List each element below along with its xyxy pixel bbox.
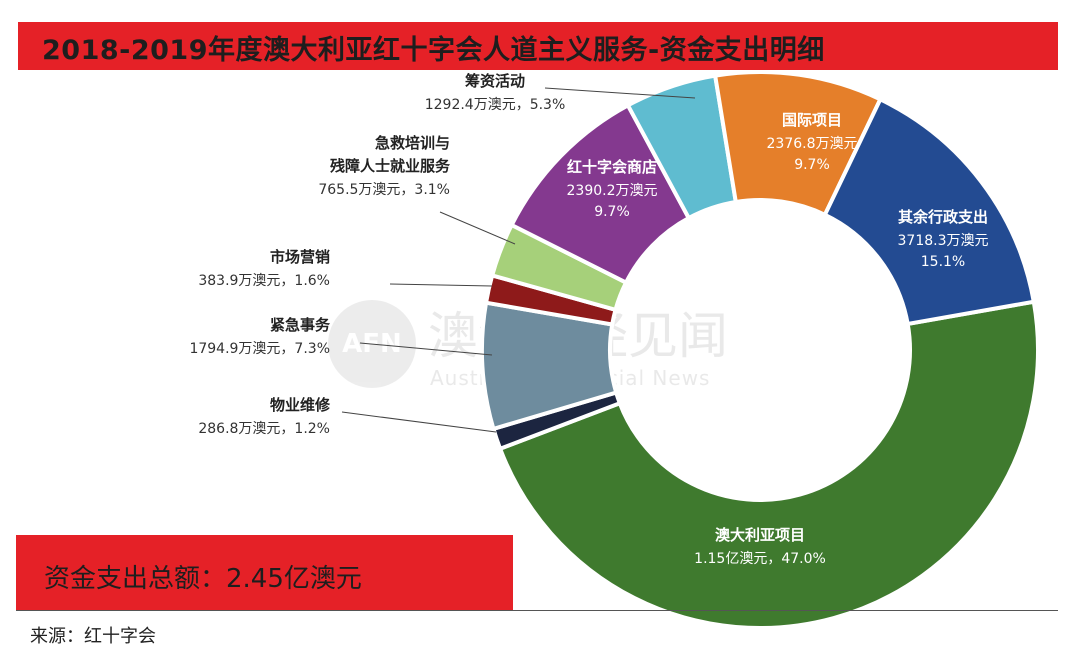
slice-value: 765.5万澳元，3.1% — [318, 182, 450, 198]
donut-slice — [497, 299, 1040, 630]
total-label: 资金支出总额：2.45亿澳元 — [44, 564, 362, 594]
title-bar: 2018-2019年度澳大利亚红十字会人道主义服务-资金支出明细 — [18, 22, 1058, 70]
slice-value: 9.7% — [594, 204, 630, 220]
slice-name: 其余行政支出 — [898, 208, 988, 226]
slice-name: 急救培训与 — [375, 134, 450, 152]
slice-value: 15.1% — [921, 254, 965, 270]
source-divider — [16, 610, 1058, 611]
slice-value: 383.9万澳元，1.6% — [198, 273, 330, 289]
donut-slice — [822, 96, 1037, 327]
slice-value: 1794.9万澳元，7.3% — [189, 341, 330, 357]
leader-line — [544, 87, 696, 99]
chart-title: 2018-2019年度澳大利亚红十字会人道主义服务-资金支出明细 — [42, 35, 825, 66]
slice-name: 紧急事务 — [270, 316, 331, 334]
slice-name: 国际项目 — [782, 111, 842, 129]
leader-line — [439, 211, 516, 245]
slice-name: 市场营销 — [270, 248, 330, 266]
slice-name: 澳大利亚项目 — [715, 526, 805, 544]
slice-name: 筹资活动 — [465, 72, 525, 90]
slice-value: 1.15亿澳元，47.0% — [694, 551, 826, 567]
slice-value: 286.8万澳元，1.2% — [198, 421, 330, 437]
slice-value: 2390.2万澳元 — [567, 183, 658, 199]
slice-value: 2376.8万澳元 — [767, 136, 858, 152]
leader-line — [389, 283, 493, 287]
slice-value: 1292.4万澳元，5.3% — [425, 97, 566, 113]
slice-name: 残障人士就业服务 — [330, 157, 451, 175]
slice-name: 物业维修 — [270, 396, 331, 414]
total-box: 资金支出总额：2.45亿澳元 — [16, 535, 513, 611]
slice-name: 红十字会商店 — [567, 158, 657, 176]
source-note: 来源：红十字会 — [30, 626, 156, 647]
slice-value: 9.7% — [794, 157, 830, 173]
slice-value: 3718.3万澳元 — [898, 233, 989, 249]
leader-line — [341, 411, 497, 433]
leader-line — [359, 342, 493, 356]
